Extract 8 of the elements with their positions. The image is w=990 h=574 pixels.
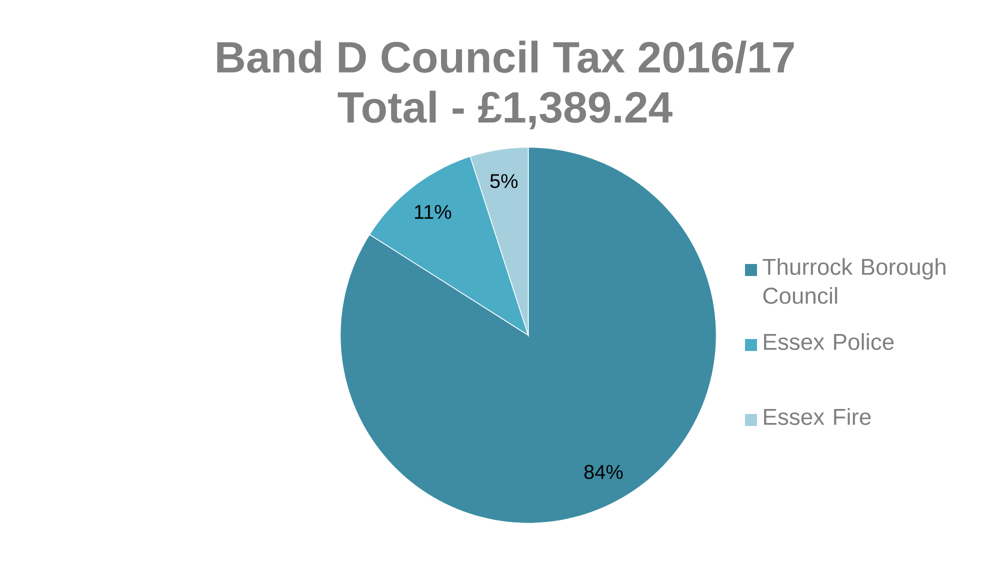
- data-label: 11%: [414, 204, 452, 219]
- legend-label: Essex Police: [764, 333, 894, 350]
- legend-label: Thurrock Borough Council: [762, 258, 946, 304]
- chart-title: Band D Council Tax 2016/17: [217, 40, 794, 74]
- chart-subtitle: Total - £1,389.24: [338, 90, 672, 130]
- data-label: 84%: [584, 464, 623, 480]
- legend-label: Essex Fire: [764, 408, 871, 426]
- data-label: 5%: [490, 174, 518, 188]
